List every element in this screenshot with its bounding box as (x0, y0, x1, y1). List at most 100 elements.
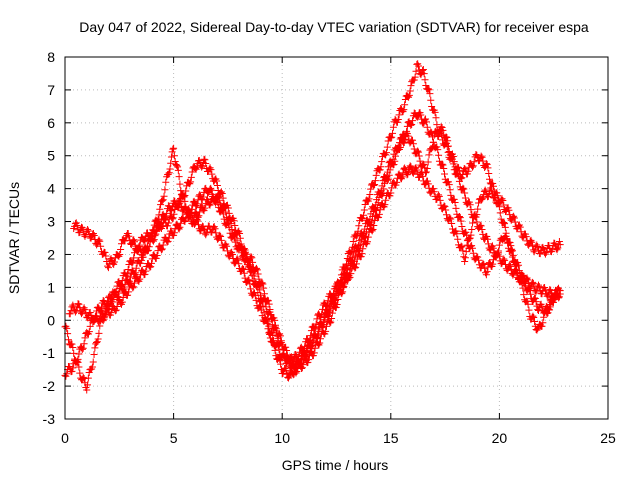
data-point (271, 321, 279, 329)
data-point (81, 306, 89, 314)
data-point (164, 170, 172, 178)
data-point (501, 207, 509, 215)
data-point (102, 310, 110, 318)
data-point (199, 223, 207, 231)
data-point (373, 196, 381, 204)
data-point (475, 256, 483, 264)
data-layer (61, 60, 564, 394)
data-point (405, 91, 413, 99)
data-point (382, 174, 390, 182)
data-point (96, 237, 104, 245)
data-point (495, 241, 503, 249)
data-point (397, 133, 405, 141)
data-point (117, 282, 125, 290)
y-tick-label: 8 (47, 49, 55, 65)
data-point (193, 200, 201, 208)
data-point (506, 261, 514, 269)
plot-frame (64, 56, 609, 420)
data-point (249, 258, 257, 266)
data-point (161, 214, 169, 222)
data-point (136, 243, 144, 251)
data-point (84, 225, 92, 233)
data-point (83, 313, 91, 321)
data-point (233, 245, 241, 253)
data-point (124, 291, 132, 299)
data-point (107, 297, 115, 305)
data-point (84, 381, 92, 389)
data-point (377, 163, 385, 171)
data-point (223, 242, 231, 250)
data-point (260, 290, 268, 298)
data-point (511, 218, 519, 226)
data-point (422, 115, 430, 123)
data-point (501, 223, 509, 231)
data-point (510, 212, 518, 220)
data-point (167, 153, 175, 161)
data-point (182, 215, 190, 223)
data-point (473, 211, 481, 219)
data-point (409, 136, 417, 144)
data-point (494, 251, 502, 259)
data-point (461, 194, 469, 202)
data-point (81, 334, 89, 342)
data-point (104, 264, 112, 272)
data-point (343, 265, 351, 273)
data-point (456, 214, 464, 222)
data-point (213, 194, 221, 202)
data-point (89, 358, 97, 366)
data-point (403, 171, 411, 179)
data-point (162, 178, 170, 186)
data-point (366, 215, 374, 223)
data-point (485, 170, 493, 178)
data-point (168, 206, 176, 214)
data-point (470, 158, 478, 166)
data-point (483, 160, 491, 168)
data-point (501, 220, 509, 228)
x-tick-label: 15 (383, 430, 399, 446)
y-tick-label: -2 (43, 378, 56, 394)
data-point (240, 269, 248, 277)
data-point (239, 266, 247, 274)
data-point (158, 245, 166, 253)
data-point (460, 185, 468, 193)
data-point (189, 217, 197, 225)
data-point (513, 262, 521, 270)
data-point (196, 227, 204, 235)
data-point (489, 182, 497, 190)
data-point (395, 111, 403, 119)
data-point (435, 151, 443, 159)
data-point (167, 207, 175, 215)
data-point (355, 222, 363, 230)
data-point (495, 247, 503, 255)
data-point (524, 300, 532, 308)
data-point (309, 341, 317, 349)
data-point (175, 225, 183, 233)
data-point (107, 309, 115, 317)
data-point (64, 336, 72, 344)
data-point (429, 185, 437, 193)
data-point (505, 206, 513, 214)
data-point (444, 137, 452, 145)
data-point (531, 294, 539, 302)
data-point (95, 329, 103, 337)
data-point (383, 143, 391, 151)
y-tick-label: 6 (47, 115, 55, 131)
data-point (69, 364, 77, 372)
data-point (477, 152, 485, 160)
data-point (428, 145, 436, 153)
data-point (98, 308, 106, 316)
data-point (419, 172, 427, 180)
data-point (229, 233, 237, 241)
data-point (79, 373, 87, 381)
data-point (78, 345, 86, 353)
data-point (264, 325, 272, 333)
data-point (516, 278, 524, 286)
data-point (435, 130, 443, 138)
data-point (109, 259, 117, 267)
data-point (220, 215, 228, 223)
data-point (127, 273, 135, 281)
data-point (546, 286, 554, 294)
data-point (343, 277, 351, 285)
data-point (183, 210, 191, 218)
tick-labels: 0 5 10 15 20 25 -3 -2 -1 0 1 2 3 4 5 6 7 8 (43, 49, 616, 446)
